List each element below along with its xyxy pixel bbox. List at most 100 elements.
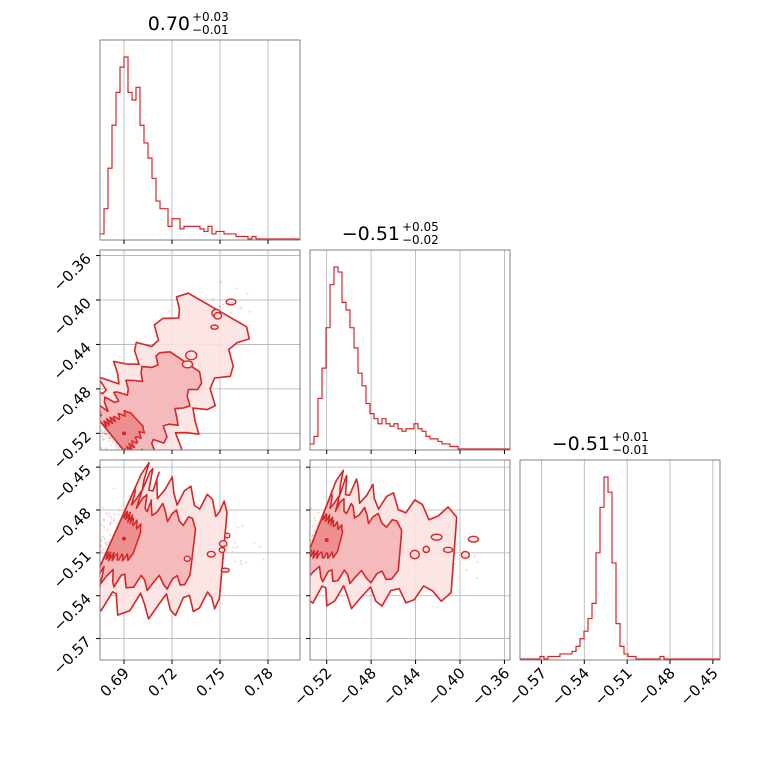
sample-point	[109, 522, 112, 525]
sample-point	[95, 528, 97, 530]
sample-point	[305, 536, 307, 538]
sample-point	[311, 525, 314, 528]
x-tick-label: −0.44	[379, 664, 424, 709]
density-peak	[122, 536, 126, 541]
histogram-steps	[310, 266, 510, 450]
sample-point	[92, 452, 94, 454]
sample-point	[91, 425, 93, 427]
sample-point	[100, 549, 103, 552]
sample-point	[117, 446, 120, 450]
sample-point	[117, 513, 120, 516]
sample-point	[106, 529, 109, 532]
sample-point	[113, 518, 116, 521]
sample-point	[236, 526, 239, 529]
sample-point	[297, 551, 299, 553]
x-tick-label: −0.52	[290, 664, 335, 709]
sample-point	[100, 538, 103, 541]
panel-frame	[99, 39, 301, 241]
sample-point	[104, 541, 107, 544]
sample-point	[285, 550, 287, 552]
sample-point	[301, 540, 303, 542]
sample-point	[95, 495, 97, 497]
sample-point	[246, 292, 249, 295]
sample-point	[114, 453, 116, 455]
sample-point	[296, 540, 298, 542]
x-tick-label: −0.48	[634, 664, 679, 709]
density-island	[442, 546, 454, 554]
sample-point	[287, 553, 289, 555]
panel-frame	[309, 249, 511, 451]
sample-point	[303, 529, 305, 531]
density-contour-3	[310, 511, 344, 560]
density-island	[409, 549, 421, 560]
sample-point	[103, 537, 106, 541]
sample-point	[240, 307, 243, 310]
x-tick-label: −0.36	[468, 664, 513, 709]
sample-point	[283, 542, 285, 544]
sample-point	[108, 521, 112, 524]
sample-point	[290, 525, 292, 527]
density-island	[460, 550, 471, 559]
sample-point	[102, 506, 105, 509]
sample-point	[97, 451, 99, 453]
sample-point	[95, 540, 97, 542]
sample-point	[474, 555, 477, 558]
sample-point	[310, 535, 314, 538]
sample-point	[301, 536, 303, 538]
panel-title-value-3: −0.51	[552, 433, 610, 455]
density-island	[422, 545, 431, 554]
density-island	[224, 532, 231, 539]
sample-point	[96, 444, 98, 446]
sample-point	[305, 561, 307, 563]
sample-point	[313, 529, 316, 532]
sample-point	[94, 418, 96, 420]
sample-point	[97, 415, 99, 417]
sample-point	[100, 540, 103, 543]
sample-point	[102, 438, 105, 441]
y-tick-label: −0.40	[50, 294, 95, 339]
density-contour-3	[100, 409, 146, 450]
sample-point	[151, 460, 153, 462]
panel-frame	[519, 459, 721, 661]
sample-point	[239, 305, 242, 308]
sample-point	[90, 424, 92, 426]
panel-title-lower-2: −0.02	[402, 233, 439, 247]
sample-point	[95, 435, 97, 437]
sample-point	[93, 398, 95, 400]
sample-point	[300, 551, 302, 553]
x-tick-label: −0.48	[335, 664, 380, 709]
sample-point	[101, 431, 104, 434]
sample-point	[108, 484, 110, 486]
x-tick-label: 0.75	[192, 664, 228, 700]
sample-point	[279, 541, 281, 543]
sample-point	[222, 303, 225, 306]
sample-point	[236, 545, 239, 549]
pair-panel-2	[95, 459, 301, 664]
sample-point	[307, 521, 309, 523]
sample-point	[476, 561, 479, 564]
pair-content	[95, 460, 300, 660]
sample-point	[305, 543, 307, 545]
sample-point	[110, 518, 113, 521]
sample-point	[298, 544, 300, 546]
sample-point	[104, 452, 106, 454]
y-tick-label: −0.52	[50, 427, 95, 472]
sample-point	[100, 523, 103, 526]
sample-point	[95, 439, 97, 441]
sample-point	[293, 534, 295, 536]
sample-point	[102, 454, 104, 456]
density-island	[213, 311, 223, 320]
sample-point	[453, 563, 456, 566]
x-tick-label: 0.72	[144, 664, 180, 700]
sample-point	[463, 549, 466, 552]
sample-point	[125, 450, 127, 452]
sample-point	[306, 538, 308, 540]
sample-point	[100, 446, 103, 450]
sample-point	[248, 310, 252, 313]
sample-point	[313, 522, 316, 525]
sample-point	[109, 533, 112, 536]
sample-point	[304, 536, 306, 538]
sample-point	[297, 545, 299, 547]
sample-point	[240, 560, 243, 563]
pair-content	[279, 460, 510, 660]
